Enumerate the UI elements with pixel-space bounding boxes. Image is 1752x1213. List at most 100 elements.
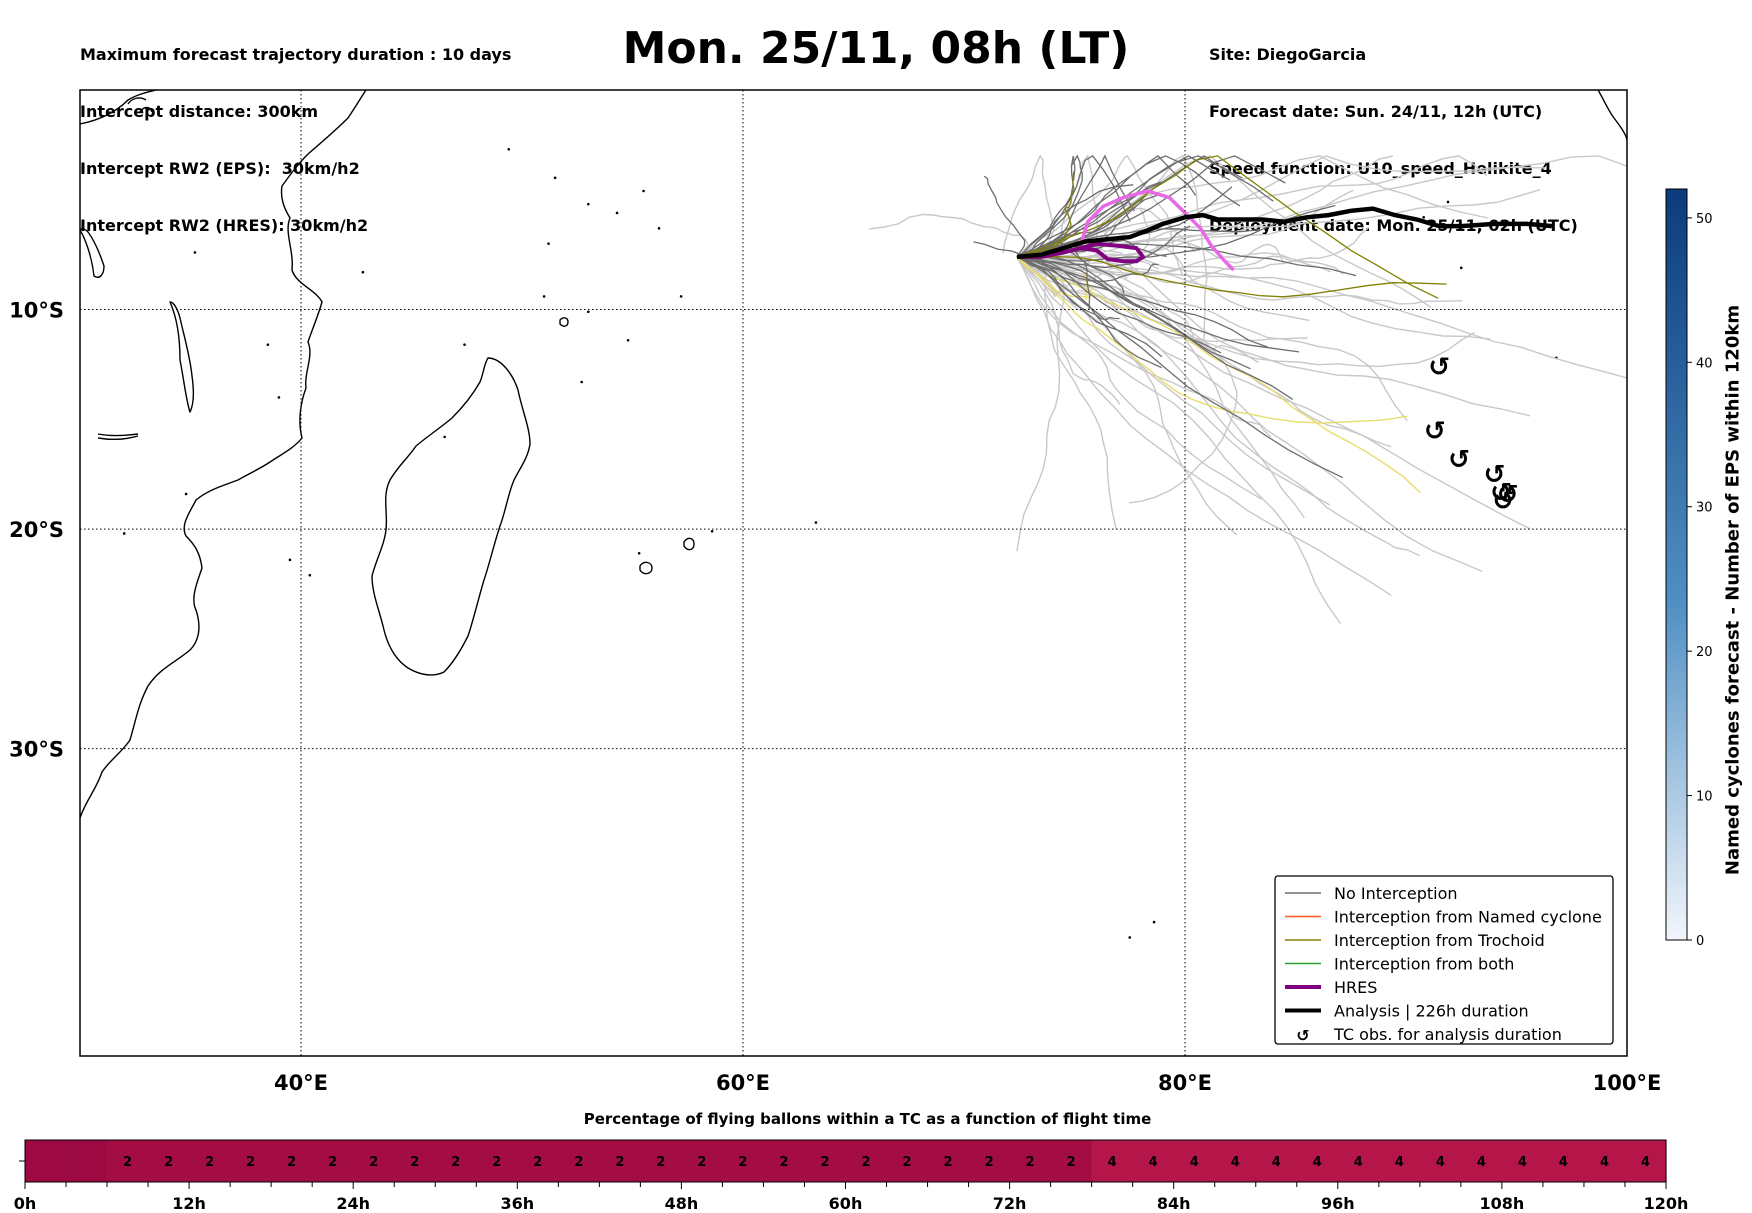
island-dot bbox=[637, 551, 641, 555]
timeline-tick-label: 24h bbox=[336, 1194, 370, 1213]
timeline-cell-value: 2 bbox=[246, 1155, 255, 1170]
madagascar-coastline bbox=[371, 357, 531, 676]
island-dot bbox=[308, 573, 312, 577]
timeline-cell-value: 2 bbox=[328, 1155, 337, 1170]
eps-track-trochoid bbox=[1016, 155, 1439, 299]
timeline-cell bbox=[1009, 1140, 1052, 1182]
timeline-cell-value: 4 bbox=[1231, 1155, 1240, 1170]
timeline-tick-label: 60h bbox=[829, 1194, 863, 1213]
header-line-duration: Maximum forecast trajectory duration : 1… bbox=[80, 45, 512, 64]
timeline-ticks: 0h 12h 24h 36h 48h 60h 72h 84h 96h 108h 120h bbox=[14, 1182, 1689, 1213]
eps-track-no-interception bbox=[1016, 155, 1076, 258]
timeline-cell-value: 4 bbox=[1313, 1155, 1322, 1170]
timeline-cell-value: 2 bbox=[820, 1155, 829, 1170]
timeline-cell bbox=[1050, 1140, 1093, 1182]
timeline-cell-value: 2 bbox=[1067, 1155, 1076, 1170]
legend-label: TC obs. for analysis duration bbox=[1333, 1025, 1562, 1044]
eps-track-light bbox=[1016, 256, 1262, 500]
timeline-cell-value: 2 bbox=[492, 1155, 501, 1170]
island-dot bbox=[642, 189, 645, 193]
timeline-cell bbox=[148, 1140, 190, 1182]
legend-item: Analysis | 226h duration bbox=[1285, 1002, 1529, 1021]
eps-track-light bbox=[1016, 253, 1491, 340]
eps-track-no-interception bbox=[1016, 204, 1336, 262]
timeline-tick-label: 120h bbox=[1644, 1194, 1689, 1213]
island-dot bbox=[1128, 936, 1132, 939]
tc-obs-icon: ↺ bbox=[1424, 416, 1446, 446]
eps-track-no-interception bbox=[1016, 225, 1191, 269]
header-line-rw2-hres: Intercept RW2 (HRES): 30km/h2 bbox=[80, 216, 369, 235]
island-dot bbox=[361, 270, 365, 274]
eps-track-no-interception bbox=[1016, 256, 1251, 370]
lon-tick-label: 80°E bbox=[1158, 1071, 1212, 1095]
tc-obs-icon: ↺ bbox=[1428, 353, 1450, 383]
legend-item: No Interception bbox=[1285, 884, 1458, 903]
timeline-cell bbox=[640, 1140, 682, 1182]
island-dot bbox=[266, 343, 270, 346]
tc-obs-icon: ↺ bbox=[1296, 1026, 1309, 1045]
timeline-tick-label: 108h bbox=[1480, 1194, 1525, 1213]
eps-track-light bbox=[1016, 256, 1238, 536]
island-dot bbox=[184, 492, 188, 496]
analysis-track bbox=[1016, 206, 1553, 260]
header-line-site: Site: DiegoGarcia bbox=[1209, 45, 1367, 64]
timeline-cell-value: 2 bbox=[615, 1155, 624, 1170]
timeline-cell-value: 4 bbox=[1436, 1155, 1445, 1170]
timeline-cell bbox=[968, 1140, 1011, 1182]
island-dot bbox=[1446, 200, 1450, 204]
island-dot bbox=[615, 211, 619, 215]
mozambique-channel-island bbox=[169, 301, 195, 413]
legend-label: HRES bbox=[1334, 978, 1377, 997]
timeline-cell bbox=[599, 1140, 641, 1182]
eps-track-light bbox=[868, 213, 1029, 266]
reunion-island bbox=[639, 561, 653, 575]
timeline-cell bbox=[1501, 1140, 1544, 1182]
island-dot bbox=[507, 147, 511, 151]
timeline-cell-value: 2 bbox=[533, 1155, 542, 1170]
colorbar-tick-label: 50 bbox=[1696, 212, 1713, 227]
island-dot bbox=[542, 295, 546, 298]
legend-item: Interception from Trochoid bbox=[1285, 931, 1545, 950]
tc-obs-icon: ↺ bbox=[1484, 460, 1506, 490]
timeline-tick-label: 36h bbox=[500, 1194, 534, 1213]
map-figure: ↺↺↺↺↺↺↺ 40°E 60°E 80°E 100°E10°S20°S30°S No… bbox=[9, 89, 1662, 1095]
timeline-chart: 2 2 2 2 2 2 2 2 2 2 2 2 2 2 2 2 2 2 2 2 2 2 2 2 4 4 4 4 4 4 4 4 4 4 4 4 4 4 0… bbox=[14, 1139, 1689, 1213]
eps-track-yellow bbox=[1016, 256, 1408, 424]
map-plot-area: ↺↺↺↺↺↺↺ bbox=[80, 90, 1627, 939]
timeline-cell bbox=[1624, 1140, 1667, 1182]
timeline-cell-value: 4 bbox=[1559, 1155, 1568, 1170]
legend-label: Interception from Trochoid bbox=[1334, 931, 1545, 950]
island-dot bbox=[277, 396, 281, 399]
arabian-coast bbox=[80, 90, 157, 125]
eps-track-trochoid bbox=[1016, 255, 1447, 298]
lat-tick-label: 30°S bbox=[9, 738, 64, 762]
colorbar-tick-label: 40 bbox=[1696, 356, 1713, 371]
timeline-cell-value: 2 bbox=[944, 1155, 953, 1170]
eps-track-light bbox=[1016, 256, 1475, 368]
timeline-cell-value: 4 bbox=[1149, 1155, 1158, 1170]
legend-item: Interception from both bbox=[1285, 955, 1514, 974]
timeline-cell-value: 4 bbox=[1518, 1155, 1527, 1170]
eps-track-no-interception bbox=[1016, 155, 1241, 258]
island-dot bbox=[547, 242, 550, 245]
eps-tracks-trochoid bbox=[1016, 155, 1447, 299]
timeline-cell-value: 2 bbox=[164, 1155, 173, 1170]
legend-label: Analysis | 226h duration bbox=[1334, 1002, 1529, 1021]
legend-label: Interception from both bbox=[1334, 955, 1514, 974]
island-dot bbox=[814, 521, 818, 524]
timeline-cell bbox=[1542, 1140, 1585, 1182]
lon-tick-label: 100°E bbox=[1593, 1071, 1662, 1095]
timeline-cell-value: 2 bbox=[123, 1155, 132, 1170]
coastline bbox=[80, 90, 1627, 819]
timeline-cell-value: 4 bbox=[1641, 1155, 1650, 1170]
timeline-title: Percentage of flying ballons within a TC… bbox=[583, 1110, 1152, 1128]
island-dot bbox=[657, 227, 661, 230]
legend-item: ↺ TC obs. for analysis duration bbox=[1296, 1025, 1562, 1045]
timeline-cell-value: 4 bbox=[1477, 1155, 1486, 1170]
eps-track-light bbox=[1016, 209, 1151, 297]
eps-track-light bbox=[1017, 256, 1463, 305]
timeline-cell bbox=[1132, 1140, 1175, 1182]
timeline-cell bbox=[107, 1140, 149, 1182]
island-dot bbox=[193, 251, 197, 254]
timeline-cell bbox=[722, 1140, 765, 1182]
